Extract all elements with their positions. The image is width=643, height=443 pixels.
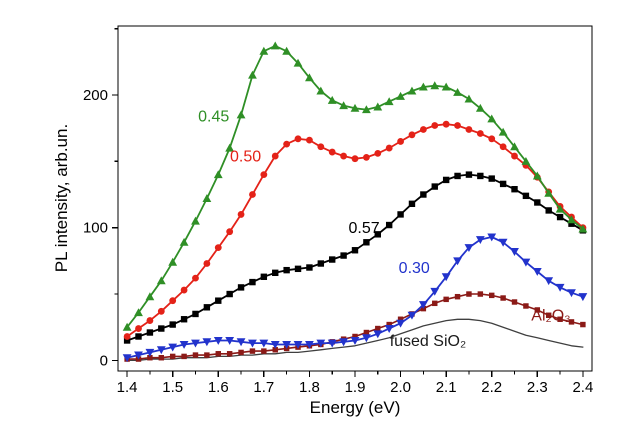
x-axis-label: Energy (eV) (309, 398, 401, 417)
curve-label: 0.45 (198, 109, 229, 126)
curve-label: 0.30 (399, 260, 430, 277)
y-axis-label: PL intensity, arb.un. (52, 123, 71, 273)
series-0.45 (122, 41, 588, 331)
curve-label: fused SiO₂ (390, 333, 466, 350)
axes (112, 25, 593, 377)
series-0.50 (123, 120, 587, 340)
x-tick-label: 1.5 (162, 379, 183, 396)
x-tick-label: 1.7 (253, 379, 274, 396)
tick-labels: 1.4 1.5 1.6 1.7 1.8 1.9 2.0 2.1 2.2 2.3 2.4 0 100 200 (83, 87, 593, 396)
x-tick-label: 2.1 (436, 379, 457, 396)
y-tick-label: 0 (100, 352, 108, 369)
curve-label: Al₂O₃ (531, 308, 570, 325)
x-tick-label: 2.2 (481, 379, 502, 396)
series-0.57 (123, 171, 587, 344)
series-fused SiO₂ (126, 318, 584, 362)
y-tick-label: 100 (83, 220, 108, 237)
x-tick-label: 1.4 (117, 379, 138, 396)
y-tick-label: 200 (83, 87, 108, 104)
curve-label: 0.50 (230, 148, 261, 165)
curve-label: 0.57 (349, 220, 380, 237)
x-tick-label: 2.3 (527, 379, 548, 396)
x-tick-label: 1.9 (345, 379, 366, 396)
x-tick-label: 1.6 (208, 379, 229, 396)
annotations: 0.45 0.50 0.57 0.30 Al₂O₃ fused SiO₂ (198, 109, 571, 350)
x-tick-label: 2.4 (572, 379, 593, 396)
series-Al₂O₃ (124, 291, 586, 362)
x-tick-label: 2.0 (390, 379, 411, 396)
series-0.30 (122, 233, 588, 363)
x-tick-label: 1.8 (299, 379, 320, 396)
